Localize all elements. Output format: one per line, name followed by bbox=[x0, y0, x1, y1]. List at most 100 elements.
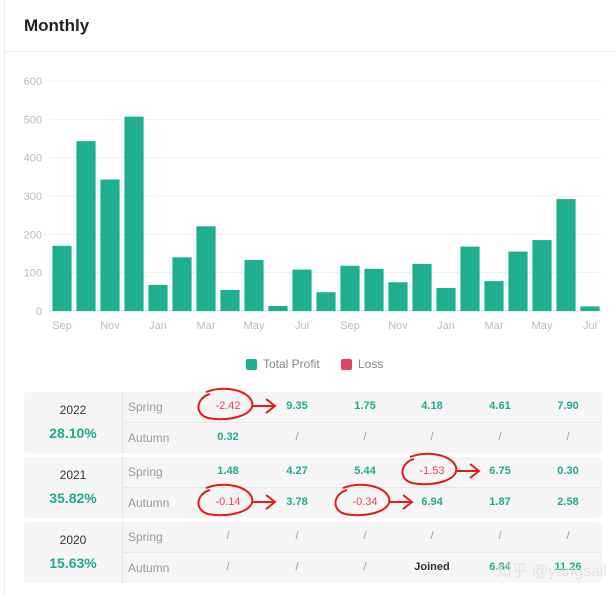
divider bbox=[122, 552, 602, 553]
bar bbox=[316, 292, 336, 311]
bar bbox=[436, 288, 456, 311]
legend-swatch-loss bbox=[341, 358, 352, 370]
table-cell: / bbox=[566, 530, 570, 542]
table-cell: / bbox=[295, 561, 299, 573]
table-cell: 4.27 bbox=[286, 465, 308, 477]
table-row: Autumn -0.14 3.78 -0.34 6.94 1.87 2.58 bbox=[122, 483, 602, 518]
x-tick-label: Jul bbox=[583, 320, 597, 332]
season-label: Spring bbox=[128, 400, 163, 414]
y-tick-label: 400 bbox=[24, 153, 42, 165]
circle-stroke bbox=[401, 452, 458, 486]
bar bbox=[196, 226, 216, 311]
table-cell: 6.84 bbox=[489, 561, 511, 573]
season-label: Spring bbox=[128, 465, 163, 479]
table-cell: 1.75 bbox=[354, 400, 376, 412]
bar bbox=[532, 240, 552, 311]
bar bbox=[340, 265, 360, 311]
red-circle-annotation bbox=[197, 387, 277, 421]
season-label: Autumn bbox=[128, 496, 170, 510]
table-cell: / bbox=[566, 431, 570, 443]
year-label: 2021 bbox=[59, 468, 87, 482]
table-cell: / bbox=[430, 530, 434, 542]
table-cell: / bbox=[295, 431, 299, 443]
table-row: Spring / / / / / / bbox=[122, 522, 602, 552]
season-label: Autumn bbox=[128, 431, 170, 445]
y-tick-label: 500 bbox=[24, 114, 42, 126]
year-label: 2020 bbox=[59, 533, 87, 547]
x-tick-label: Mar bbox=[197, 320, 216, 332]
y-tick-label: 300 bbox=[24, 191, 42, 203]
year-block: 2020 15.63% Spring / / / / / / Autumn / / / Joined 6.8… bbox=[24, 522, 602, 583]
divider bbox=[122, 487, 602, 488]
bar bbox=[76, 141, 96, 311]
table-cell: 0.30 bbox=[557, 465, 579, 477]
year-label: 2022 bbox=[59, 403, 87, 417]
table-cell: 6.94 bbox=[421, 496, 443, 508]
arrow-stroke bbox=[389, 494, 414, 510]
circle-stroke bbox=[197, 387, 254, 421]
bar bbox=[508, 251, 528, 311]
x-tick-label: Jan bbox=[437, 320, 455, 332]
circle-stroke bbox=[197, 483, 254, 517]
table-cell: / bbox=[363, 561, 367, 573]
table-cell: / bbox=[363, 431, 367, 443]
arrow-stroke bbox=[456, 463, 481, 479]
bar bbox=[244, 260, 264, 311]
table-cell: 2.58 bbox=[557, 496, 579, 508]
table-cell: 5.44 bbox=[354, 465, 376, 477]
table-cell: / bbox=[498, 530, 502, 542]
legend-item-total-profit[interactable]: Total Profit bbox=[246, 357, 320, 371]
table-cell: 7.90 bbox=[557, 400, 579, 412]
table-row: Autumn / / / Joined 6.84 11.26 bbox=[122, 553, 602, 583]
x-tick-label: Jan bbox=[149, 320, 167, 332]
arrow-stroke bbox=[252, 398, 277, 414]
bar bbox=[364, 268, 384, 311]
table-cell: 1.48 bbox=[217, 465, 239, 477]
table-cell: -1.53 bbox=[419, 465, 445, 477]
year-block: 2022 28.10% Spring -2.42 9.35 1.75 4.18 4.61 7.9… bbox=[24, 387, 602, 453]
red-circle-annotation bbox=[334, 483, 414, 517]
table-cell: 9.35 bbox=[286, 400, 308, 412]
year-block: 2021 35.82% Spring 1.48 4.27 5.44 -1.53 6.75 0.3… bbox=[24, 452, 602, 518]
y-tick-label: 200 bbox=[24, 229, 42, 241]
season-label: Spring bbox=[128, 530, 163, 544]
table-row: Spring -2.42 9.35 1.75 4.18 4.61 7.90 bbox=[122, 387, 602, 422]
x-tick-label: Sep bbox=[340, 320, 360, 332]
legend-item-loss[interactable]: Loss bbox=[341, 357, 383, 371]
table-cell: -2.42 bbox=[215, 400, 241, 412]
bar bbox=[580, 306, 600, 311]
bar bbox=[124, 116, 144, 312]
season-label: Autumn bbox=[128, 561, 170, 575]
x-tick-label: Mar bbox=[485, 320, 504, 332]
year-total-return: 28.10% bbox=[49, 425, 97, 441]
bar bbox=[220, 289, 240, 311]
legend-swatch-total-profit bbox=[246, 358, 257, 370]
table-cell: / bbox=[498, 431, 502, 443]
y-tick-label: 600 bbox=[24, 76, 42, 88]
y-tick-label: 0 bbox=[36, 306, 42, 318]
watermark: 知乎 @yangsail bbox=[495, 563, 607, 580]
red-circle-annotation bbox=[197, 483, 277, 517]
table-cell: / bbox=[430, 431, 434, 443]
table-cell: 0.32 bbox=[217, 431, 239, 443]
x-tick-label: Nov bbox=[388, 320, 408, 332]
y-tick-label: 100 bbox=[24, 268, 42, 280]
table-cell: -0.14 bbox=[215, 496, 241, 508]
legend-label: Loss bbox=[358, 357, 384, 371]
table-cell: / bbox=[363, 530, 367, 542]
bar bbox=[268, 306, 288, 311]
bar bbox=[412, 263, 432, 311]
bar bbox=[388, 282, 408, 311]
x-tick-label: Sep bbox=[52, 320, 72, 332]
table-cell: Joined bbox=[414, 561, 450, 573]
table-cell: -0.34 bbox=[352, 496, 378, 508]
table-cell: / bbox=[226, 561, 230, 573]
table-cell: 6.75 bbox=[489, 465, 511, 477]
table-row: Spring 1.48 4.27 5.44 -1.53 6.75 0.30 bbox=[122, 452, 602, 487]
divider bbox=[122, 422, 602, 423]
arrow-stroke bbox=[252, 494, 277, 510]
card-border bbox=[4, 0, 5, 595]
bar bbox=[292, 269, 312, 311]
bar bbox=[484, 281, 504, 311]
table-cell: 3.78 bbox=[286, 496, 308, 508]
